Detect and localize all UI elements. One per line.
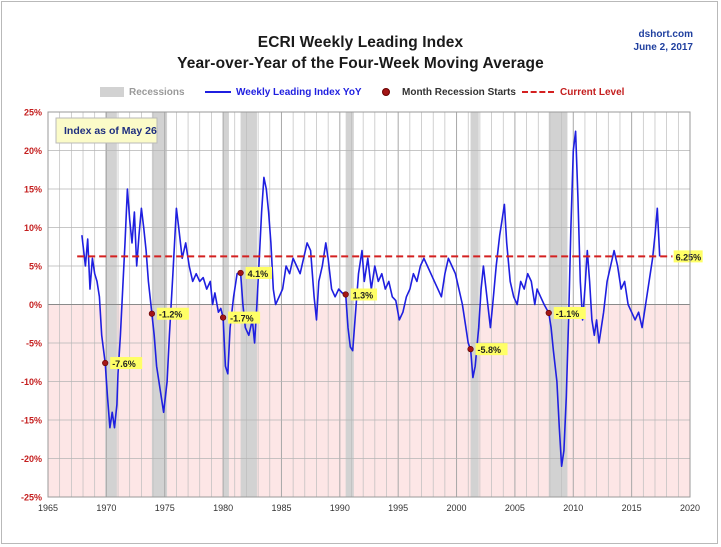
legend-current-level-label: Current Level <box>560 86 625 98</box>
legend-item-recession-starts: Month Recession Starts <box>382 84 516 100</box>
legend-recession-swatch <box>100 87 124 97</box>
legend-series-label: Weekly Leading Index YoY <box>236 86 362 98</box>
legend-dot-swatch <box>382 88 390 96</box>
chart-title: ECRI Weekly Leading Index <box>257 34 464 51</box>
chart-subtitle: Year-over-Year of the Four-Week Moving A… <box>177 55 544 72</box>
chart-legend: Recessions Weekly Leading Index YoY Mont… <box>0 84 721 100</box>
legend-item-series: Weekly Leading Index YoY <box>205 84 362 100</box>
source-site: dshort.com <box>638 29 693 40</box>
legend-item-recessions: Recessions <box>100 84 185 100</box>
legend-recessions-label: Recessions <box>129 86 185 98</box>
legend-item-current-level: Current Level <box>522 84 624 100</box>
source-date: June 2, 2017 <box>633 42 693 53</box>
source-credit: dshort.com June 2, 2017 <box>634 28 693 54</box>
legend-line-swatch <box>205 91 231 93</box>
legend-recession-starts-label: Month Recession Starts <box>402 86 516 98</box>
legend-dash-swatch <box>522 91 554 93</box>
